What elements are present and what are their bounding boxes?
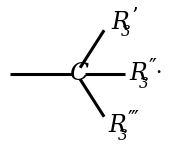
Text: 3: 3: [118, 128, 128, 142]
Text: R: R: [108, 114, 126, 137]
Text: C: C: [69, 62, 88, 85]
Text: 3: 3: [121, 25, 131, 39]
Text: 3: 3: [138, 77, 148, 91]
Text: ’: ’: [132, 7, 138, 26]
Text: ″.: ″.: [149, 58, 163, 77]
Text: R: R: [129, 62, 147, 85]
Text: ‴: ‴: [128, 110, 139, 129]
Text: R: R: [112, 11, 130, 34]
